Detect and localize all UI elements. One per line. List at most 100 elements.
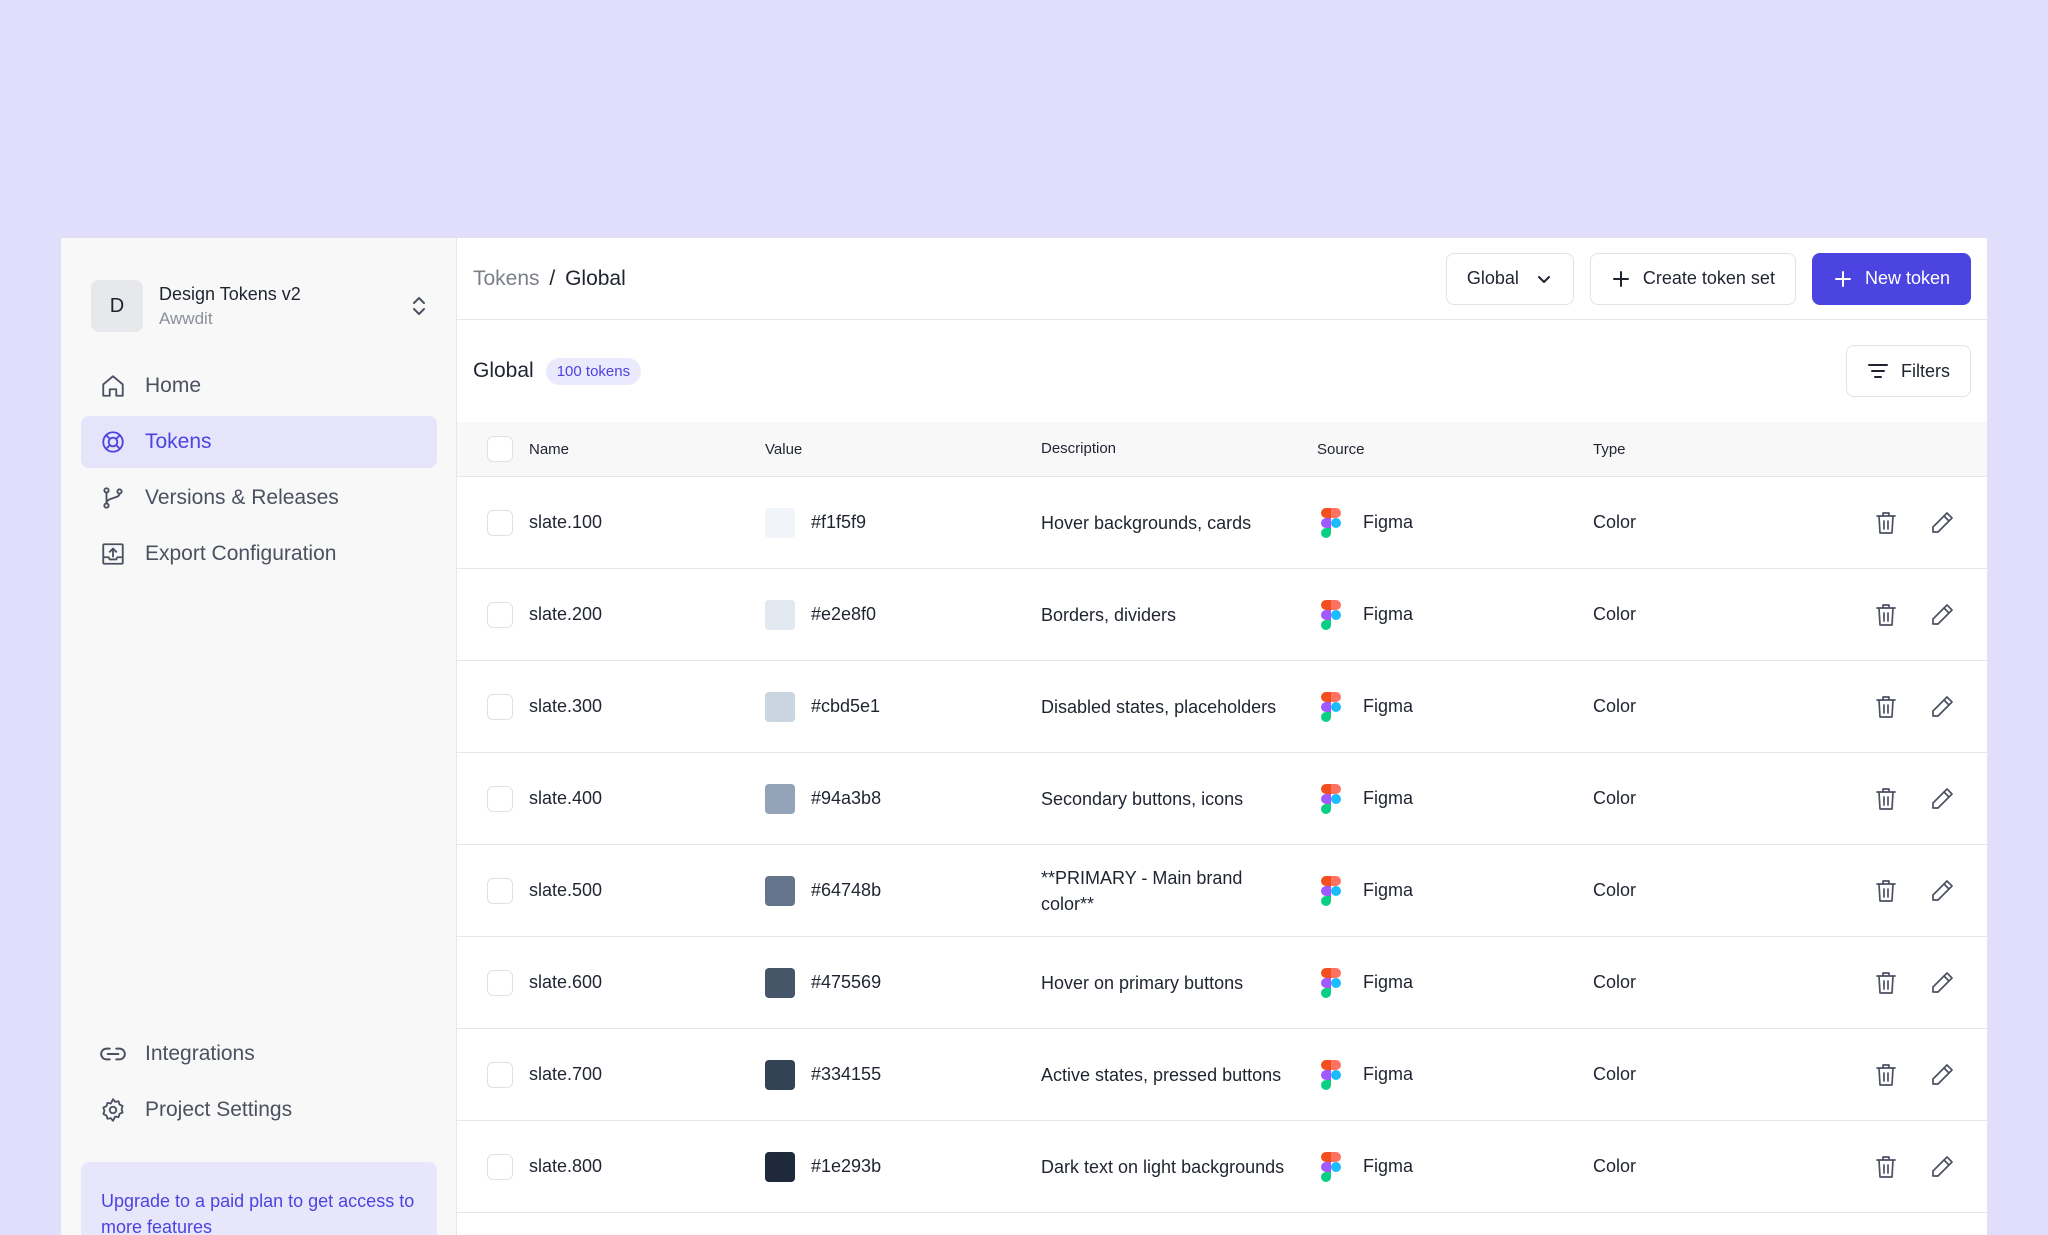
row-checkbox[interactable] [487,601,513,628]
section-title: Global [473,359,534,382]
project-info: Design Tokens v2 Awwdit [159,284,407,329]
trash-icon[interactable] [1871,692,1901,722]
row-checkbox[interactable] [487,509,513,536]
section-header: Global 100 tokens Filters [457,320,1987,422]
column-header-value[interactable]: Value [765,440,803,458]
select-all-checkbox[interactable] [487,436,513,462]
row-checkbox[interactable] [487,1061,513,1088]
trash-icon[interactable] [1871,508,1901,538]
pencil-icon[interactable] [1927,968,1957,998]
column-header-description[interactable]: Description [1041,440,1117,457]
sidebar: D Design Tokens v2 Awwdit Home Tokens [61,238,457,1235]
filters-label: Filters [1901,360,1950,381]
figma-icon [1321,1151,1341,1182]
token-value: #e2e8f0 [811,604,877,624]
token-source-cell: Figma [1317,1151,1593,1182]
row-checkbox[interactable] [487,1153,513,1180]
row-actions [1833,1060,1987,1090]
table-row[interactable]: slate.500 #64748b **PRIMARY - Main brand… [457,845,1987,937]
pencil-icon[interactable] [1927,692,1957,722]
figma-icon [1321,783,1341,814]
create-token-set-button[interactable]: Create token set [1589,252,1796,305]
row-actions [1833,968,1987,998]
token-set-select[interactable]: Global [1445,252,1574,305]
trash-icon[interactable] [1871,876,1901,906]
new-token-button[interactable]: New token [1811,252,1971,305]
color-swatch [765,1151,795,1182]
table-row[interactable]: slate.100 #f1f5f9 Hover backgrounds, car… [457,477,1987,569]
token-type: Color [1593,880,1637,900]
column-header-type[interactable]: Type [1593,440,1626,458]
upgrade-banner[interactable]: Upgrade to a paid plan to get access to … [81,1162,437,1235]
create-token-set-label: Create token set [1642,268,1775,288]
pencil-icon[interactable] [1927,508,1957,538]
token-value: #334155 [811,1064,882,1084]
table-row[interactable]: slate.400 #94a3b8 Secondary buttons, ico… [457,753,1987,845]
table-header: Name Value Description Source Type [457,422,1987,477]
sidebar-item-label: Versions & Releases [145,486,339,509]
row-check-cell [457,601,529,628]
row-check-cell [457,1153,529,1180]
trash-icon[interactable] [1871,968,1901,998]
chevron-down-icon [1535,270,1553,288]
token-description: Hover backgrounds, cards [1041,512,1252,533]
table-body: slate.100 #f1f5f9 Hover backgrounds, car… [457,477,1987,1213]
token-source: Figma [1363,604,1414,624]
token-description: Secondary buttons, icons [1041,788,1244,809]
pencil-icon[interactable] [1927,784,1957,814]
trash-icon[interactable] [1871,784,1901,814]
token-value-cell: #475569 [765,967,1041,998]
column-header-name[interactable]: Name [529,440,570,458]
token-value-cell: #1e293b [765,1151,1041,1182]
sidebar-item-integrations[interactable]: Integrations [81,1028,437,1080]
header-check-cell [457,436,529,462]
pencil-icon[interactable] [1927,1060,1957,1090]
trash-icon[interactable] [1871,1152,1901,1182]
sidebar-item-versions[interactable]: Versions & Releases [81,472,437,524]
table-row[interactable]: slate.200 #e2e8f0 Borders, dividers Figm… [457,569,1987,661]
token-value-cell: #94a3b8 [765,783,1041,814]
token-source: Figma [1363,1156,1414,1176]
sidebar-item-project-settings[interactable]: Project Settings [81,1084,437,1136]
new-token-label: New token [1864,268,1950,288]
pencil-icon[interactable] [1927,876,1957,906]
row-checkbox[interactable] [487,785,513,812]
row-actions [1833,692,1987,722]
sidebar-item-home[interactable]: Home [81,360,437,412]
chevron-up-down-icon[interactable] [407,292,431,320]
table-row[interactable]: slate.300 #cbd5e1 Disabled states, place… [457,661,1987,753]
color-swatch [765,507,795,538]
token-description: Borders, dividers [1041,604,1177,625]
row-check-cell [457,969,529,996]
trash-icon[interactable] [1871,1060,1901,1090]
breadcrumb-parent[interactable]: Tokens [473,266,540,290]
pencil-icon[interactable] [1927,600,1957,630]
project-switcher[interactable]: D Design Tokens v2 Awwdit [91,280,431,332]
row-checkbox[interactable] [487,693,513,720]
figma-icon [1321,967,1341,998]
token-description: **PRIMARY - Main brand color** [1041,867,1243,914]
table-row[interactable]: slate.800 #1e293b Dark text on light bac… [457,1121,1987,1213]
sidebar-item-label: Tokens [145,430,212,453]
token-value: #94a3b8 [811,788,882,808]
token-source: Figma [1363,788,1414,808]
token-source: Figma [1363,972,1414,992]
token-source-cell: Figma [1317,507,1593,538]
filters-button[interactable]: Filters [1846,345,1971,397]
table-row[interactable]: slate.600 #475569 Hover on primary butto… [457,937,1987,1029]
figma-icon [1321,1059,1341,1090]
link-icon [99,1040,127,1068]
pencil-icon[interactable] [1927,1152,1957,1182]
row-checkbox[interactable] [487,877,513,904]
token-description: Hover on primary buttons [1041,972,1244,993]
table-row[interactable]: slate.700 #334155 Active states, pressed… [457,1029,1987,1121]
row-actions [1833,1152,1987,1182]
trash-icon[interactable] [1871,600,1901,630]
sidebar-item-export[interactable]: Export Configuration [81,528,437,580]
row-checkbox[interactable] [487,969,513,996]
column-header-source[interactable]: Source [1317,440,1365,458]
sidebar-item-tokens[interactable]: Tokens [81,416,437,468]
token-value-cell: #334155 [765,1059,1041,1090]
color-swatch [765,691,795,722]
row-check-cell [457,877,529,904]
